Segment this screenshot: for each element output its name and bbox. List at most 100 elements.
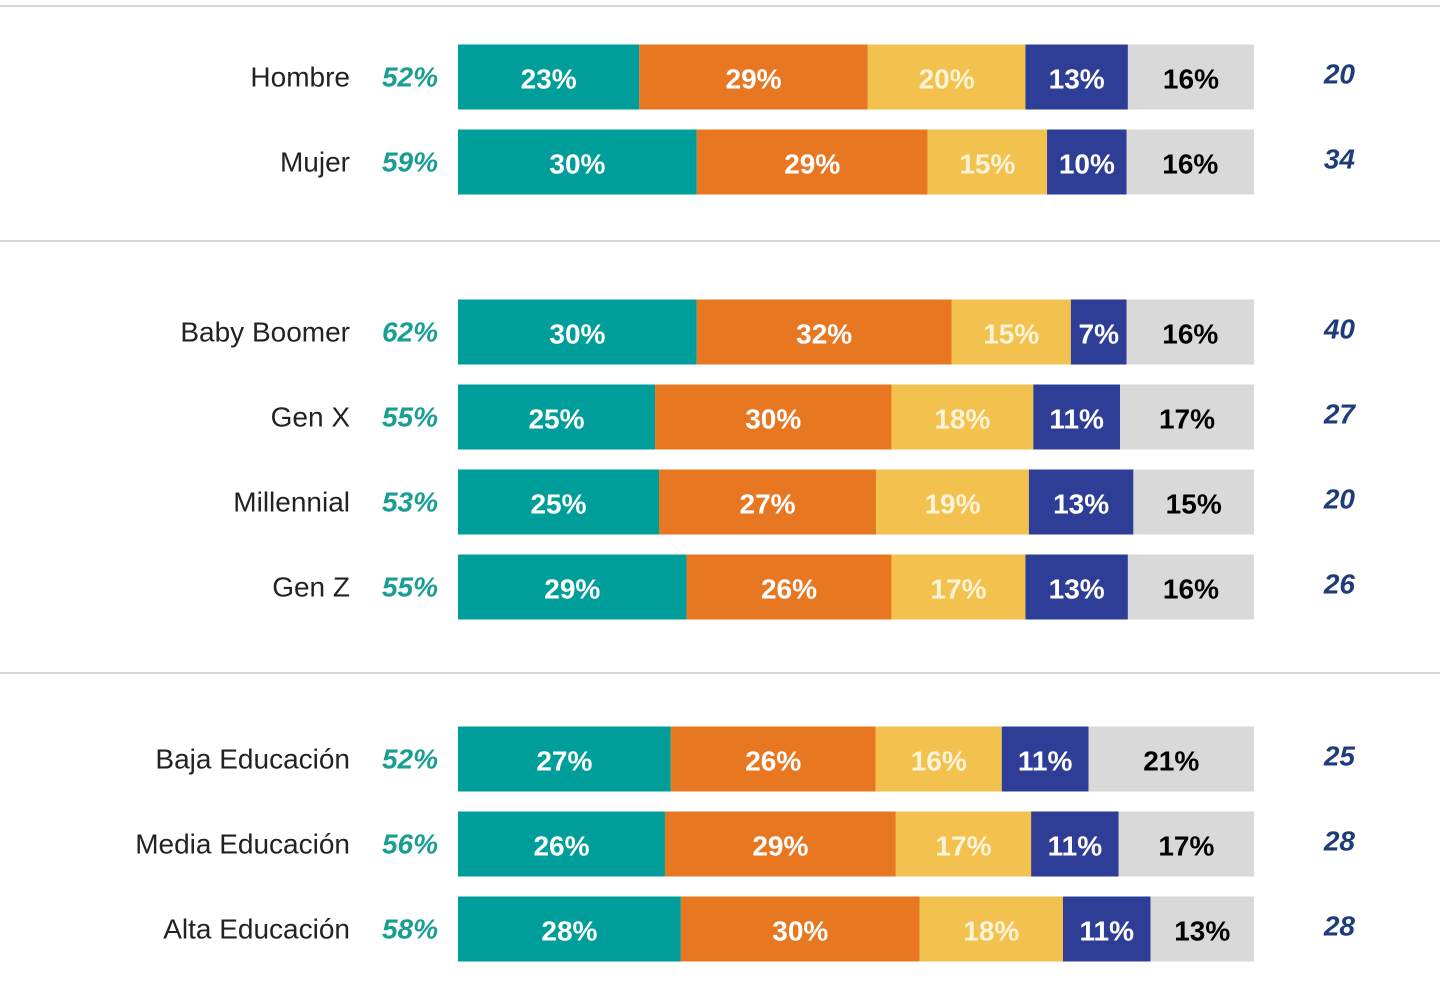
bar-segment <box>458 299 697 365</box>
segment-label: 29% <box>726 64 782 95</box>
bar-segment <box>951 299 1071 365</box>
segment-label: 32% <box>796 319 852 350</box>
score-label: 28 <box>1323 911 1356 942</box>
bar-segment <box>1127 44 1254 110</box>
segment-label: 15% <box>1166 489 1222 520</box>
segment-label: 17% <box>930 574 986 605</box>
category-label: Baby Boomer <box>180 317 350 348</box>
segment-label: 30% <box>772 916 828 947</box>
segment-label: 15% <box>959 149 1015 180</box>
bar-segment <box>670 726 876 792</box>
score-label: 25 <box>1323 741 1356 772</box>
bar-segment <box>1126 299 1254 365</box>
net-label: 52% <box>382 62 438 93</box>
segment-label: 18% <box>934 404 990 435</box>
segment-label: 27% <box>536 746 592 777</box>
score-label: 27 <box>1323 399 1357 430</box>
segment-label: 16% <box>911 746 967 777</box>
category-label: Baja Educación <box>155 744 350 775</box>
bar-segment <box>876 469 1029 535</box>
bar-segment <box>927 129 1048 195</box>
bar-segment <box>1120 384 1254 450</box>
category-label: Mujer <box>280 147 350 178</box>
segment-label: 29% <box>784 149 840 180</box>
score-label: 20 <box>1323 59 1356 90</box>
category-label: Media Educación <box>135 829 350 860</box>
segment-label: 17% <box>1158 831 1214 862</box>
segment-label: 11% <box>1018 746 1073 777</box>
segment-label: 18% <box>963 916 1019 947</box>
bar-segment <box>458 896 681 962</box>
bar-segment <box>664 811 896 877</box>
net-label: 53% <box>382 487 438 518</box>
net-label: 58% <box>382 914 438 945</box>
bar-segment <box>1126 129 1254 195</box>
segment-label: 23% <box>521 64 577 95</box>
segment-label: 26% <box>761 574 817 605</box>
segment-label: 20% <box>919 64 975 95</box>
segment-label: 21% <box>1143 746 1199 777</box>
net-label: 55% <box>382 572 438 603</box>
segment-label: 27% <box>740 489 796 520</box>
category-label: Gen X <box>271 402 351 433</box>
bar-segment <box>1150 896 1254 962</box>
segment-label: 17% <box>1159 404 1215 435</box>
bar-segment <box>458 554 687 620</box>
segment-label: 30% <box>549 149 605 180</box>
category-label: Alta Educación <box>163 914 350 945</box>
bar-segment <box>1031 811 1119 877</box>
bar-segment <box>875 726 1002 792</box>
segment-label: 26% <box>533 831 589 862</box>
bar-segment <box>458 384 656 450</box>
segment-label: 30% <box>745 404 801 435</box>
segment-label: 7% <box>1079 319 1120 350</box>
bar-segment <box>686 554 892 620</box>
bar-segment <box>867 44 1026 110</box>
segment-label: 29% <box>544 574 600 605</box>
segment-label: 26% <box>745 746 801 777</box>
bar-segment <box>639 44 868 110</box>
bar-segment <box>1025 554 1128 620</box>
segment-label: 28% <box>541 916 597 947</box>
segment-label: 16% <box>1162 319 1218 350</box>
bar-segment <box>1088 726 1254 792</box>
score-label: 26 <box>1323 569 1356 600</box>
segment-label: 16% <box>1162 149 1218 180</box>
category-label: Hombre <box>250 62 350 93</box>
bar-segment <box>1028 469 1134 535</box>
segment-label: 11% <box>1049 404 1104 435</box>
segment-label: 13% <box>1049 64 1105 95</box>
segment-label: 16% <box>1163 64 1219 95</box>
bar-segment <box>1025 44 1128 110</box>
bar-segment <box>458 811 665 877</box>
bar-segment <box>1033 384 1121 450</box>
segment-label: 19% <box>924 489 980 520</box>
bar-segment <box>1062 896 1151 962</box>
bar-segment <box>1127 554 1254 620</box>
bar-segment <box>458 469 660 535</box>
bar-segment <box>919 896 1063 962</box>
net-label: 56% <box>382 829 438 860</box>
score-label: 20 <box>1323 484 1356 515</box>
bar-segment <box>1070 299 1127 365</box>
segment-label: 13% <box>1053 489 1109 520</box>
segment-label: 29% <box>752 831 808 862</box>
segment-label: 15% <box>983 319 1039 350</box>
net-label: 52% <box>382 744 438 775</box>
category-label: Millennial <box>233 487 350 518</box>
bar-segment <box>680 896 920 962</box>
segment-label: 13% <box>1174 916 1230 947</box>
bar-segment <box>891 554 1026 620</box>
segment-label: 25% <box>530 489 586 520</box>
segment-label: 30% <box>549 319 605 350</box>
segment-label: 17% <box>935 831 991 862</box>
net-label: 59% <box>382 147 438 178</box>
segment-label: 11% <box>1048 831 1103 862</box>
bar-segment <box>655 384 892 450</box>
score-label: 40 <box>1323 314 1356 345</box>
score-label: 28 <box>1323 826 1356 857</box>
category-label: Gen Z <box>272 572 350 603</box>
bar-segment <box>696 129 928 195</box>
bar-segment <box>458 129 697 195</box>
